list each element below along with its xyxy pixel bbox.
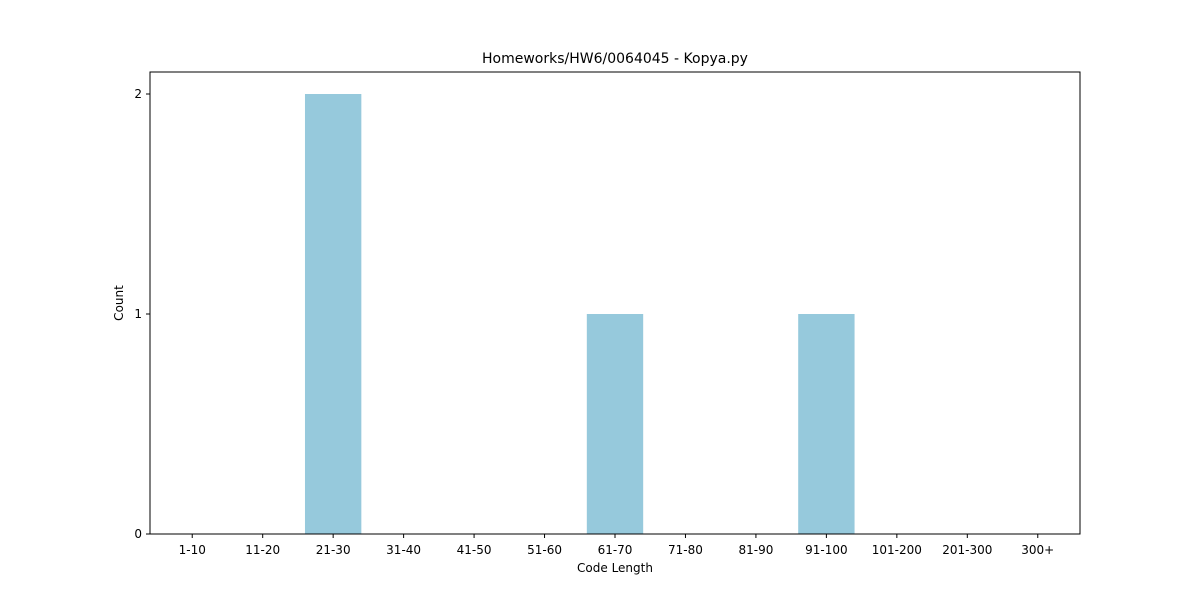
bar-91-100 (798, 314, 855, 534)
x-tick-label: 21-30 (316, 543, 351, 557)
y-tick-label: 2 (134, 87, 142, 101)
x-tick-label: 300+ (1021, 543, 1054, 557)
bar-61-70 (586, 314, 644, 534)
y-axis-label: Count (112, 285, 126, 321)
x-tick-label: 1-10 (179, 543, 206, 557)
x-tick-label: 51-60 (527, 543, 562, 557)
y-axis-ticks: 0 1 2 (134, 87, 150, 541)
x-tick-label: 101-200 (872, 543, 922, 557)
x-axis-ticks: 1-10 11-20 21-30 31-40 41-50 51-60 61-70 71-80 8… (179, 534, 1054, 557)
y-tick-label: 0 (134, 527, 142, 541)
x-tick-label: 201-300 (942, 543, 992, 557)
x-tick-label: 81-90 (738, 543, 773, 557)
plot-area (304, 94, 855, 534)
chart-title: Homeworks/HW6/0064045 - Kopya.py (482, 51, 748, 67)
x-tick-label: 31-40 (386, 543, 421, 557)
x-axis-label: Code Length (577, 561, 653, 575)
plot-frame (149, 71, 1081, 535)
x-tick-label: 71-80 (668, 543, 703, 557)
x-tick-label: 11-20 (245, 543, 280, 557)
y-tick-label: 1 (134, 307, 142, 321)
bar-21-30 (304, 94, 362, 534)
x-tick-label: 91-100 (805, 543, 848, 557)
x-tick-label: 61-70 (598, 543, 633, 557)
x-tick-label: 41-50 (457, 543, 492, 557)
